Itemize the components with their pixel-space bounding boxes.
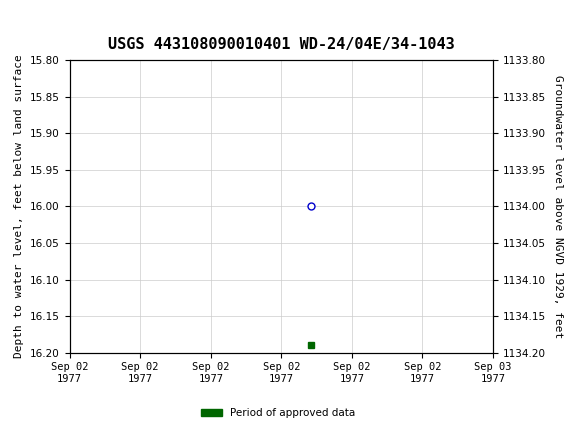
Y-axis label: Depth to water level, feet below land surface: Depth to water level, feet below land su… <box>14 55 24 358</box>
Text: USGS: USGS <box>3 12 71 33</box>
Title: USGS 443108090010401 WD-24/04E/34-1043: USGS 443108090010401 WD-24/04E/34-1043 <box>108 37 455 52</box>
Y-axis label: Groundwater level above NGVD 1929, feet: Groundwater level above NGVD 1929, feet <box>553 75 563 338</box>
Legend: Period of approved data: Period of approved data <box>197 404 360 423</box>
